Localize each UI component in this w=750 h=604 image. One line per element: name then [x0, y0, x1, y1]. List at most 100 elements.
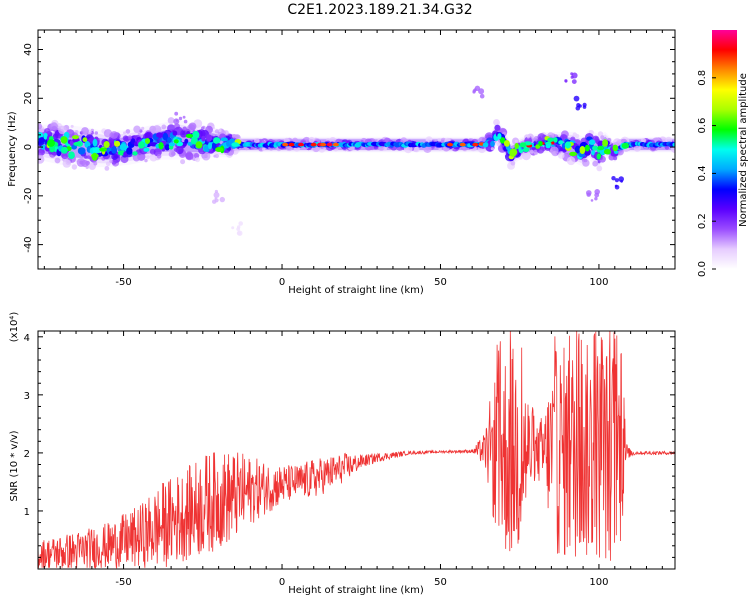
y-tick-label: 2 [24, 449, 30, 460]
spectral-feature [178, 116, 183, 121]
spectral-ridge [132, 151, 138, 156]
spectral-blob [38, 150, 44, 157]
spectral-blob [144, 158, 148, 163]
spectral-blob [572, 132, 577, 137]
y-tick-label: -20 [23, 188, 34, 204]
spectral-feature [611, 176, 616, 181]
spectral-blob-bright [588, 139, 596, 145]
spectral-blob-bright [47, 139, 55, 147]
spectral-blob [510, 161, 516, 166]
spectral-blob [123, 131, 126, 135]
spectral-feature [236, 227, 241, 232]
spectral-peak [326, 142, 333, 147]
spectral-blob [58, 125, 67, 135]
spectral-blob [111, 159, 117, 165]
spectral-blob-bright [579, 146, 586, 154]
spectral-blob-bright [168, 142, 176, 147]
spectral-ridge [192, 130, 200, 139]
spectral-ridge [143, 147, 150, 152]
spectral-blob-bright [519, 142, 527, 148]
spectral-blob [521, 151, 531, 161]
spectral-blob [664, 145, 670, 150]
spectral-peak [282, 142, 289, 147]
y-tick-label: 1 [24, 507, 30, 518]
spectral-peak [320, 142, 327, 147]
spectral-blob [38, 123, 43, 130]
spectral-ridge [574, 145, 582, 154]
spectral-blob [70, 124, 74, 128]
spectral-feature [472, 90, 476, 94]
spectral-blob-bright [514, 142, 519, 149]
x-tick-label: 100 [589, 277, 608, 288]
spectral-blob-bright [68, 151, 75, 159]
spectral-blob-bright [545, 144, 551, 149]
spectral-feature [573, 95, 580, 102]
spectral-blob [550, 146, 559, 155]
spectral-blob [195, 157, 200, 163]
spectral-blob [141, 126, 145, 130]
x-tick-label: -50 [115, 277, 131, 288]
spectral-blob-bright [92, 147, 101, 154]
spectral-blob-bright [103, 141, 110, 148]
y-tick-label: -40 [23, 236, 34, 252]
colorbar-tick-label: 0.4 [697, 165, 708, 181]
spectral-blob [137, 132, 141, 136]
spectral-blob-bright [195, 141, 203, 149]
spectral-ridge [213, 137, 221, 144]
snr-series [38, 331, 675, 569]
y-tick-label: 3 [24, 391, 30, 402]
spectral-blob [641, 138, 646, 143]
spectral-blob [218, 128, 222, 133]
spectral-feature [237, 230, 243, 236]
spectral-blob-bright [569, 151, 578, 157]
colorbar-tick-label: 0.2 [697, 213, 708, 229]
spectral-feature [175, 119, 179, 122]
snr-panel: -50 0 50 100 1 2 3 4 Height of straight line (k… [9, 312, 676, 596]
spectral-blob-bright [158, 142, 164, 150]
spectral-peak [447, 142, 453, 147]
snr-line [38, 331, 675, 569]
snr-y-label: SNR (10 * v/v) [9, 430, 20, 501]
spectral-blob [514, 139, 518, 143]
spectral-blob [132, 153, 141, 162]
spectrogram-panel: -50 0 50 100 -40 -20 0 20 40 Height of straight … [7, 29, 676, 296]
spectral-blob [493, 119, 500, 126]
x-tick-label: 100 [589, 577, 608, 588]
y-tick-label: 20 [23, 92, 34, 105]
colorbar: 0.0 0.2 0.4 0.6 0.8 Normalized spectral ampl… [697, 30, 749, 277]
spectral-blob [94, 131, 99, 135]
spectral-blob-bright [564, 141, 572, 149]
spectrogram-axis-ticks: -50 0 50 100 -40 -20 0 20 40 [23, 30, 675, 288]
spectral-blob [105, 161, 111, 167]
spectral-blob [182, 126, 188, 132]
spectral-blob-bright [73, 141, 82, 146]
spectral-blob-bright [584, 144, 590, 152]
spectral-ridge [167, 137, 172, 143]
spectral-blob-bright [621, 142, 630, 149]
spectral-blob [44, 128, 51, 135]
spectral-blob [62, 159, 71, 168]
spectral-feature [212, 199, 217, 204]
spectral-blob [188, 122, 197, 131]
spectral-blob [93, 161, 98, 166]
spectral-blob-bright [482, 142, 489, 148]
x-tick-label: 50 [434, 277, 447, 288]
spectrogram-frame [37, 29, 676, 270]
spectral-blob [103, 129, 113, 138]
spectral-blob-bright [497, 133, 502, 140]
spectral-blob-bright [553, 137, 558, 143]
spectral-ridge [164, 144, 170, 151]
spectral-peak [459, 142, 466, 147]
spectral-feature [183, 119, 188, 124]
spectral-feature [570, 72, 574, 76]
spectral-blob [337, 146, 341, 150]
spectral-blob [600, 135, 605, 140]
spectral-blob [533, 149, 538, 154]
spectral-blob [180, 159, 186, 165]
spectral-feature [590, 199, 594, 202]
spectral-blob-bright [82, 137, 88, 142]
spectral-blob-bright [602, 139, 609, 147]
spectral-feature [182, 115, 186, 119]
spectral-blob [425, 136, 433, 144]
spectral-blob [71, 164, 78, 170]
